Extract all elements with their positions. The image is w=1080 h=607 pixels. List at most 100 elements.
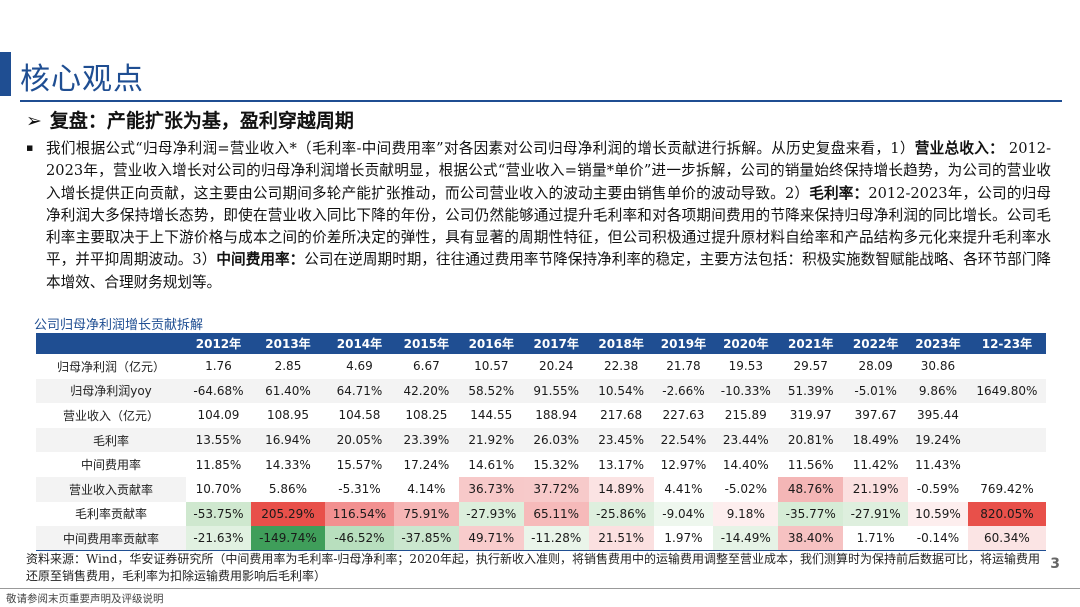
title-underline [20,100,1062,102]
body-paragraph: 我们根据公式“归母净利润=营业收入*（毛利率-中间费用率”对各因素对公司归母净利… [46,138,1051,294]
table-cell: 26.03% [523,427,589,453]
row-label: 归母净利润yoy [36,378,186,404]
table-cell: 91.55% [523,378,589,404]
table-cell: 19.53 [728,359,763,374]
table-cell: 15.57% [336,457,383,472]
table-cell: 14.40% [722,457,769,472]
table-cell: -25.86% [588,501,654,527]
table-cell: 11.43% [915,457,961,472]
table-cell: 21.19% [843,476,909,502]
table-cell: 28.09 [858,359,893,374]
table-cell: 37.72% [523,476,589,502]
table-cell: 397.67 [854,408,897,423]
table-cell: -37.85% [393,526,459,552]
table-header-cell: 2013年 [250,333,326,354]
table-cell: -0.14% [908,526,968,552]
table-header-cell: 2020年 [713,333,779,354]
table-row: 营业收入贡献率 10.70% 5.86% -5.31% 4.14% 36.73% 37.72… [36,476,1046,502]
body-bold-1: 营业总收入： [914,140,1004,157]
table-cell: 14.61% [468,457,515,472]
row-label: 毛利率 [36,427,186,453]
row-label: 归母净利润（亿元） [56,359,165,374]
table-cell: 75.91% [393,501,459,527]
table-cell: 395.44 [916,408,959,423]
table-cell: 10.57 [474,359,509,374]
table-cell: 10.59% [908,501,968,527]
body-text-3: 2012-2023年，公司的归母净利润大多保持增长态势，即使在营业收入同比下降的… [46,184,1051,269]
table-cell: 1.71% [843,526,909,552]
table-cell: -9.04% [653,501,714,527]
table-header-cell: 2017年 [523,333,589,354]
page-title: 核心观点 [20,62,144,97]
table-cell: -2.66% [653,378,714,404]
table-cell: 23.44% [713,427,779,453]
table-cell: -149.74% [250,526,326,552]
table-cell: 319.97 [789,408,832,423]
table-cell: 23.45% [588,427,654,453]
row-label: 中间费用率 [80,458,141,473]
table-cell [968,354,1046,379]
table-cell: 12.97% [660,457,707,472]
table-cell: 29.57 [793,359,828,374]
table-cell: 64.71% [325,378,394,404]
table-cell: 6.67 [413,359,440,374]
contribution-table: 2012年 2013年 2014年 2015年 2016年 2017年 2018年 2019年… [36,333,1046,552]
table-cell: -11.28% [523,526,589,552]
table-header-corner [36,333,186,354]
table-cell: 49.71% [458,526,524,552]
table-cell: 104.09 [197,408,240,423]
table-row: 毛利率贡献率 -53.75% 205.29% 116.54% 75.91% -27.93%… [36,501,1046,527]
table-cell: 60.34% [967,526,1046,552]
table-header-cell: 12-23年 [967,333,1046,354]
table-cell: 30.86 [920,359,956,374]
table-cell: 21.78 [666,359,701,374]
table-cell [967,427,1046,453]
table-cell: 820.05% [967,501,1046,527]
table-cell: 9.18% [713,501,779,527]
table-cell: -35.77% [778,501,844,527]
table-cell: -5.02% [713,476,779,502]
row-label: 营业收入贡献率 [36,476,186,502]
table-cell: -27.91% [843,501,909,527]
table-cell: 5.86% [250,476,326,502]
table-cell: -46.52% [325,526,394,552]
row-label: 中间费用率贡献率 [36,526,186,552]
table-cell: 14.89% [588,476,654,502]
table-cell: 108.25 [405,408,448,423]
table-cell: 36.73% [458,476,524,502]
table-cell: 1.76 [205,359,232,374]
table-row: 毛利率 13.55% 16.94% 20.05% 23.39% 21.92% 26.03% 2… [36,427,1046,453]
table-header-cell: 2023年 [908,333,968,354]
table-header-cell: 2014年 [325,333,394,354]
table-cell: -14.49% [713,526,779,552]
table-cell: 4.69 [346,359,373,374]
table-cell: 4.14% [393,476,459,502]
table-cell: 11.85% [195,457,242,472]
table-row: 归母净利润yoy -64.68% 61.40% 64.71% 42.20% 58.52% 9… [36,378,1046,404]
table-cell: 21.92% [458,427,524,453]
table-cell: 22.38 [603,359,639,374]
table-cell: 15.32% [533,457,580,472]
table-cell: 769.42% [967,476,1046,502]
table-cell: -5.31% [325,476,394,502]
title-accent-bar [0,52,11,96]
table-cell: 10.54% [588,378,654,404]
table-cell: 23.39% [393,427,459,453]
square-bullet-icon: ▪ [26,141,34,154]
table-cell: -53.75% [186,501,251,527]
table-body: 归母净利润（亿元） 1.76 2.85 4.69 6.67 10.57 20.24 22.38… [36,354,1046,552]
table-cell: 2.85 [274,359,302,374]
table-cell: 205.29% [250,501,326,527]
section-heading: ➢ 复盘：产能扩张为基，盈利穿越周期 [26,106,354,133]
table-cell: 17.24% [403,457,450,472]
table-cell: 144.55 [470,408,513,423]
title-bar: 核心观点 [0,44,1080,102]
table-cell: 20.24 [539,359,574,374]
table-cell: 215.89 [724,408,767,423]
table-cell: 21.51% [588,526,654,552]
table-cell: 48.76% [778,476,844,502]
table-cell: 16.94% [250,427,326,453]
table-cell: 1.97% [653,526,714,552]
table-cell: 42.20% [393,378,459,404]
table-header-cell: 2015年 [393,333,459,354]
